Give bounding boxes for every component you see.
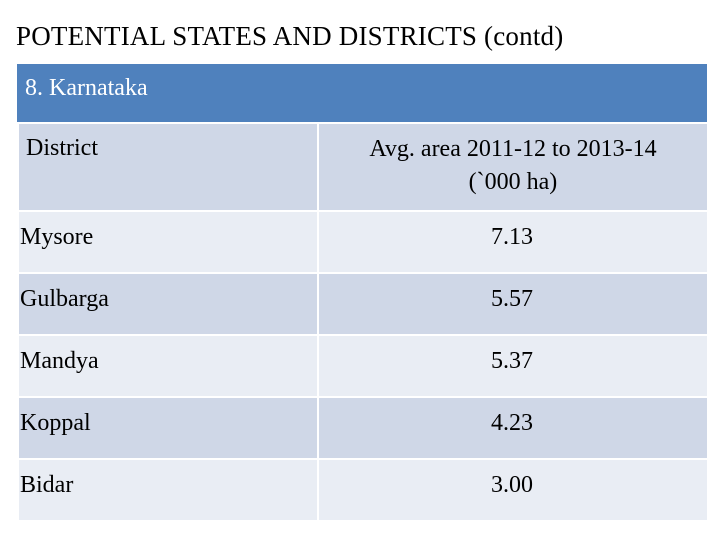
area-cell: 5.57: [317, 272, 709, 336]
slide-title: POTENTIAL STATES AND DISTRICTS (contd): [16, 21, 564, 51]
table-row: Koppal 4.23: [17, 396, 709, 460]
district-cell: Gulbarga: [17, 272, 319, 336]
table-header-row: District Avg. area 2011-12 to 2013-14 (`…: [17, 122, 709, 212]
district-cell: Koppal: [17, 396, 319, 460]
district-cell: Mysore: [17, 210, 319, 274]
table-caption-band: 8. Karnataka: [17, 64, 707, 122]
table-row: Mandya 5.37: [17, 334, 709, 398]
avg-area-column-header: Avg. area 2011-12 to 2013-14 (`000 ha): [317, 122, 709, 212]
district-area-table: District Avg. area 2011-12 to 2013-14 (`…: [17, 122, 709, 522]
table-row: Bidar 3.00: [17, 458, 709, 522]
area-cell: 3.00: [317, 458, 709, 522]
avg-area-header-line1: Avg. area 2011-12 to 2013-14: [369, 136, 657, 162]
table-row: Mysore 7.13: [17, 210, 709, 274]
district-column-header: District: [17, 122, 319, 212]
district-cell: Mandya: [17, 334, 319, 398]
table-caption: 8. Karnataka: [25, 75, 148, 101]
avg-area-header-line2: (`000 ha): [468, 169, 558, 195]
area-cell: 4.23: [317, 396, 709, 460]
district-cell: Bidar: [17, 458, 319, 522]
area-cell: 7.13: [317, 210, 709, 274]
area-cell: 5.37: [317, 334, 709, 398]
table-row: Gulbarga 5.57: [17, 272, 709, 336]
